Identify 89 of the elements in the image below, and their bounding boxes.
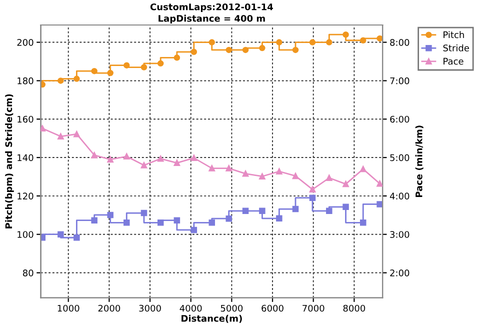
x-tick-label: 2000 (98, 304, 120, 312)
point (140, 162, 148, 168)
point (292, 46, 299, 54)
point (242, 170, 249, 177)
point (292, 172, 299, 180)
point (226, 215, 232, 222)
point (309, 39, 316, 46)
point (107, 212, 114, 218)
legend-label: Pitch (444, 31, 464, 38)
point (208, 220, 216, 226)
point (342, 204, 349, 210)
point (74, 76, 80, 82)
point (309, 194, 316, 201)
chart-subtitle: LapDistance = 400 m (158, 14, 265, 24)
point (174, 160, 180, 166)
point (58, 133, 64, 140)
point (190, 154, 198, 162)
point (58, 231, 64, 238)
x-tick-label: 5000 (220, 304, 243, 312)
point (376, 35, 383, 42)
y-tick-label: 200 (17, 39, 34, 46)
x-tick-label: 6000 (262, 304, 284, 312)
point (342, 180, 349, 188)
point (140, 210, 148, 216)
point (360, 166, 366, 172)
point (174, 217, 180, 224)
y-tick-label: 100 (18, 231, 34, 238)
point (276, 168, 282, 174)
y2-tick-label: 5:00 (390, 154, 410, 162)
y2-tick-label: 3:00 (390, 231, 410, 238)
point (91, 217, 98, 224)
y-axis-title: Pitch(bpm) and Stride(cm) (5, 94, 14, 228)
point (276, 39, 282, 46)
point (190, 48, 198, 56)
point (40, 125, 46, 132)
point (326, 39, 332, 46)
point (107, 70, 114, 76)
x-tick-label: 7000 (302, 304, 324, 312)
point (157, 220, 164, 226)
point (342, 31, 349, 38)
point (157, 60, 164, 67)
legend-label: Pace (444, 58, 464, 65)
y2-tick-label: 8:00 (390, 39, 410, 46)
point (74, 234, 80, 241)
point (326, 174, 332, 182)
chart-title: CustomLaps:2012-01-14 (150, 3, 273, 12)
point (190, 226, 198, 234)
y-tick-label: 120 (18, 192, 34, 200)
y-tick-label: 160 (18, 116, 34, 123)
y2-tick-label: 2:00 (390, 270, 410, 276)
point (259, 208, 266, 214)
point (58, 78, 64, 84)
y2-tick-label: 6:00 (390, 116, 410, 123)
point (226, 46, 232, 54)
point (40, 234, 46, 241)
x-tick-label: 3000 (139, 304, 161, 312)
point (292, 206, 299, 212)
point (326, 208, 332, 214)
x-axis-title: Distance(m) (182, 314, 242, 323)
y2-tick-label: 7:00 (390, 77, 410, 84)
point (360, 220, 366, 226)
x-tick-label: 1000 (58, 304, 80, 312)
point (208, 165, 216, 172)
point (242, 208, 249, 214)
point (124, 220, 130, 226)
point (242, 46, 249, 54)
legend-label: Stride (443, 44, 469, 52)
x-tick-label: 8000 (343, 304, 366, 312)
point (174, 54, 180, 61)
y2-axis-title: Pace (min/km) (415, 126, 424, 198)
point (107, 156, 114, 163)
y-tick-label: 180 (18, 77, 34, 84)
x-tick-label: 4000 (180, 304, 202, 312)
point (208, 39, 216, 46)
point (157, 156, 164, 162)
point (276, 215, 282, 222)
point (140, 64, 148, 70)
point (74, 130, 80, 138)
point (40, 81, 46, 88)
y-tick-label: 140 (18, 154, 34, 162)
point (124, 62, 130, 68)
y2-tick-label: 4:00 (390, 192, 410, 200)
point (360, 37, 366, 44)
point (91, 68, 98, 74)
y-tick-label: 80 (22, 270, 34, 276)
point (309, 186, 316, 193)
point (259, 44, 266, 52)
point (259, 173, 266, 180)
point (124, 153, 130, 160)
